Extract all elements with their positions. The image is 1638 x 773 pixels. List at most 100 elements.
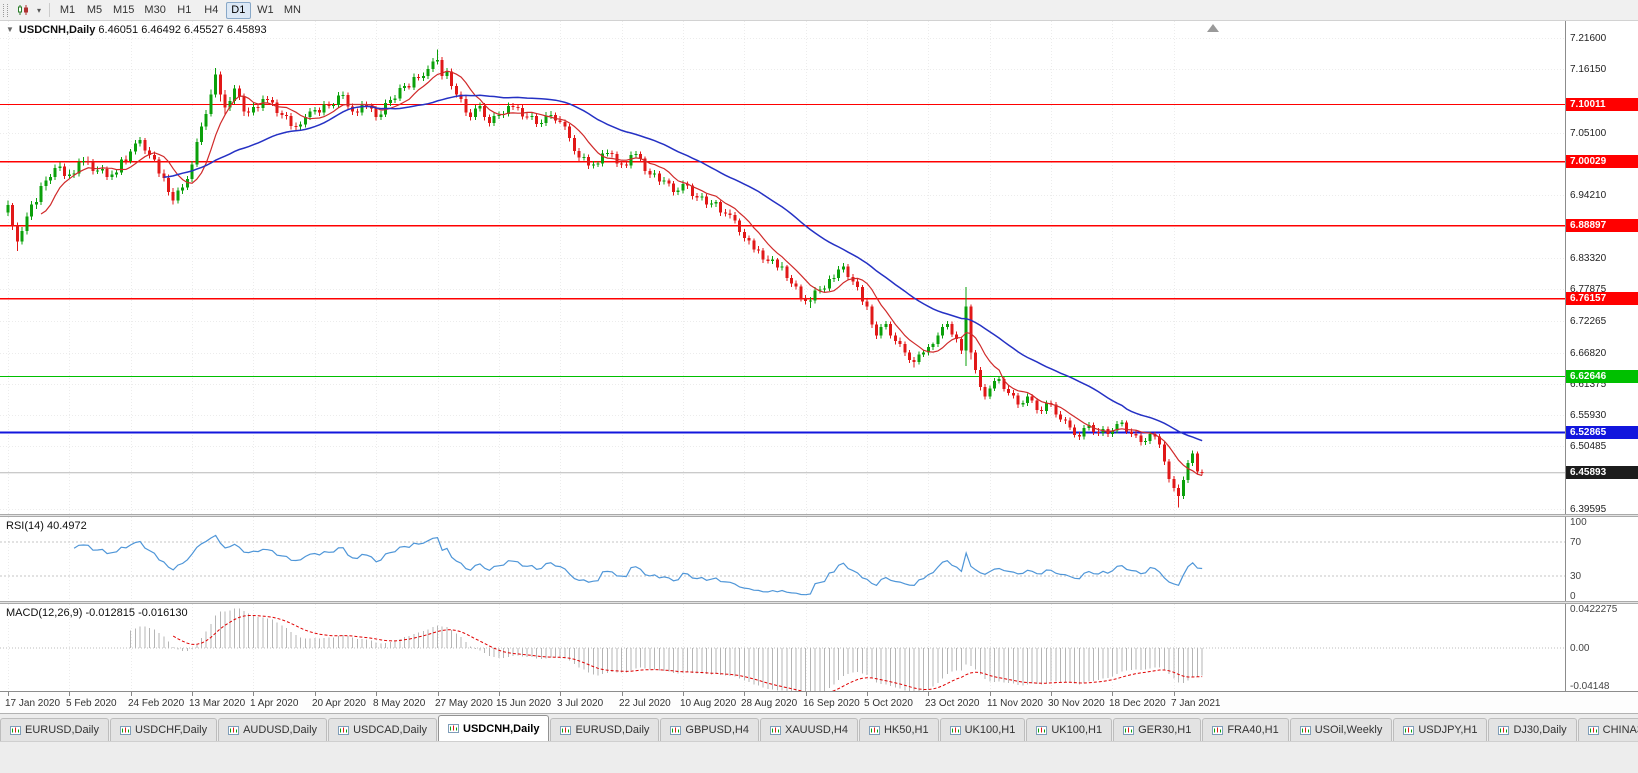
- macd-signal-line: [172, 615, 1203, 691]
- chart-tab-xauusd-h4[interactable]: XAUUSD,H4: [759, 718, 858, 741]
- chart-tab-usdjpy-h1[interactable]: USDJPY,H1: [1393, 718, 1488, 741]
- timeframe-button-d1[interactable]: D1: [225, 1, 251, 19]
- chart-tab-icon: [1587, 725, 1599, 735]
- price-axis-label: 6.77875: [1570, 284, 1607, 296]
- time-axis-label: 20 Apr 2020: [312, 698, 366, 709]
- chart-tab-usdcad-daily[interactable]: USDCAD,Daily: [328, 718, 438, 741]
- time-axis-tick: [315, 692, 316, 696]
- chart-tab-label: USOil,Weekly: [1314, 724, 1383, 736]
- timeframe-button-m5[interactable]: M5: [86, 3, 103, 16]
- chart-tab-label: AUDUSD,Daily: [243, 724, 318, 736]
- time-axis-tick: [683, 692, 684, 696]
- chart-tab-label: GBPUSD,H4: [685, 724, 749, 736]
- chart-tab-label: HK50,H1: [883, 724, 929, 736]
- time-axis-tick: [438, 692, 439, 696]
- price-axis[interactable]: 7.21600 7.16150 7.05100 6.94210 6.83320 6.778…: [1565, 21, 1638, 692]
- chart-title-label: ▼ USDCNH,Daily 6.46051 6.46492 6.45527 6.…: [6, 24, 267, 36]
- timeframe-button-h1[interactable]: H1: [177, 3, 192, 16]
- chart-tab-icon: [1212, 725, 1224, 735]
- time-axis-tick: [806, 692, 807, 696]
- timeframe-button-m30[interactable]: M30: [144, 3, 166, 16]
- macd-axis-label: -0.04148: [1570, 681, 1610, 692]
- timeframe-button-m1[interactable]: M1: [59, 3, 76, 16]
- macd-canvas[interactable]: [0, 604, 1565, 691]
- hline-price-badge: 6.52865: [1566, 426, 1638, 440]
- chart-tab-usoil-weekly[interactable]: USOil,Weekly: [1289, 718, 1393, 741]
- chart-tab-label: DJ30,Daily: [1513, 724, 1567, 736]
- chart-mode-icon-button[interactable]: [13, 2, 33, 19]
- chart-tab-icon: [119, 725, 131, 735]
- time-axis-label: 16 Sep 2020: [803, 698, 860, 709]
- chart-tab-ger30-h1[interactable]: GER30,H1: [1113, 718, 1202, 741]
- chart-tab-usdchf-daily[interactable]: USDCHF,Daily: [109, 718, 218, 741]
- chart-tab-fra40-h1[interactable]: FRA40,H1: [1202, 718, 1289, 741]
- chart-tab-usdcnh-daily[interactable]: USDCNH,Daily: [438, 715, 550, 741]
- chart-tab-label: FRA40,H1: [1227, 724, 1279, 736]
- time-axis-tick: [622, 692, 623, 696]
- chart-tab-uk100-h1[interactable]: UK100,H1: [939, 718, 1026, 741]
- time-axis-tick: [253, 692, 254, 696]
- time-axis-label: 17 Jan 2020: [5, 698, 61, 709]
- rsi-canvas[interactable]: [0, 517, 1565, 601]
- time-axis-label: 5 Feb 2020: [66, 698, 117, 709]
- macd-axis-label: 0.00: [1570, 642, 1590, 654]
- timeframe-button-h4[interactable]: H4: [204, 3, 219, 16]
- toolbar-grip[interactable]: [3, 3, 8, 17]
- chart-tab-gbpusd-h4[interactable]: GBPUSD,H4: [660, 718, 759, 741]
- hline-price-badge: 6.62646: [1566, 370, 1638, 383]
- time-axis-label: 10 Aug 2020: [680, 698, 737, 709]
- chart-tab-label: XAUUSD,H4: [784, 724, 848, 736]
- grid-layer: [0, 21, 1565, 514]
- macd-panel: MACD(12,26,9) -0.012815 -0.016130: [0, 604, 1565, 691]
- timeframe-buttons: M1 M5 M15 M30 H1 H4 D1 W1 MN: [54, 1, 306, 19]
- price-chart-canvas[interactable]: [0, 21, 1565, 514]
- time-axis-label: 27 May 2020: [435, 698, 493, 709]
- hline-price-badge: 7.00029: [1566, 155, 1638, 169]
- hline-price-badge: 6.88897: [1566, 219, 1638, 233]
- horizontal-line-objects[interactable]: [0, 103, 1565, 434]
- timeframe-button-m15[interactable]: M15: [113, 3, 135, 16]
- chart-tab-eurusd-daily[interactable]: EURUSD,Daily: [0, 718, 109, 741]
- rsi-line: [73, 534, 1203, 596]
- chart-tab-eurusd-daily[interactable]: EURUSD,Daily: [550, 718, 660, 741]
- price-axis-label: 6.61375: [1570, 378, 1607, 390]
- macd-axis-label: 0.0422275: [1570, 604, 1618, 615]
- time-axis-label: 7 Jan 2021: [1171, 698, 1221, 709]
- chart-tab-label: UK100,H1: [1051, 724, 1103, 736]
- time-axis-label: 1 Apr 2020: [250, 698, 299, 709]
- time-axis[interactable]: 17 Jan 2020 5 Feb 2020 24 Feb 2020 13 Mar 2…: [0, 691, 1638, 713]
- chart-shift-marker[interactable]: [1207, 24, 1219, 32]
- candlestick-chart-icon: [18, 5, 28, 15]
- time-axis-label: 24 Feb 2020: [128, 698, 185, 709]
- price-axis-label: 6.72265: [1570, 316, 1607, 328]
- panel-splitter-macd[interactable]: [0, 601, 1638, 604]
- timeframe-button-mn[interactable]: MN: [283, 3, 301, 16]
- toolbar-separator: [49, 3, 51, 17]
- chart-tab-icon: [10, 725, 21, 735]
- price-axis-label: 6.55930: [1570, 410, 1607, 422]
- rsi-axis-label: 70: [1570, 537, 1582, 549]
- time-axis-label: 28 Aug 2020: [741, 698, 798, 709]
- timeframe-toolbar: ▾ M1 M5 M15 M30 H1 H4 D1 W1 MN: [0, 0, 1638, 21]
- chart-tab-icon: [868, 725, 880, 735]
- chart-tab-icon: [1036, 725, 1048, 735]
- time-axis-tick: [867, 692, 868, 696]
- chart-tab-icon: [670, 725, 682, 735]
- macd-histogram: [130, 608, 1203, 691]
- price-axis-label: 7.16150: [1570, 64, 1607, 76]
- chart-tab-china300-h1[interactable]: CHINA300,H1: [1577, 718, 1638, 741]
- candles-layer: [6, 49, 1204, 508]
- status-bar: [0, 741, 1638, 773]
- chart-tab-audusd-daily[interactable]: AUDUSD,Daily: [218, 718, 328, 741]
- chart-tab-dj30-daily[interactable]: DJ30,Daily: [1488, 718, 1577, 741]
- timeframe-button-w1[interactable]: W1: [257, 3, 274, 16]
- chart-tab-hk50-h1[interactable]: HK50,H1: [858, 718, 939, 741]
- price-axis-label: 6.83320: [1570, 252, 1607, 264]
- one-click-trading-arrow[interactable]: ▼: [6, 25, 14, 34]
- chart-tab-uk100-h1[interactable]: UK100,H1: [1026, 718, 1113, 741]
- time-axis-tick: [1051, 692, 1052, 696]
- time-axis-label: 8 May 2020: [373, 698, 426, 709]
- timeframes-dropdown-caret[interactable]: ▾: [37, 5, 42, 15]
- panel-splitter-rsi[interactable]: [0, 514, 1638, 517]
